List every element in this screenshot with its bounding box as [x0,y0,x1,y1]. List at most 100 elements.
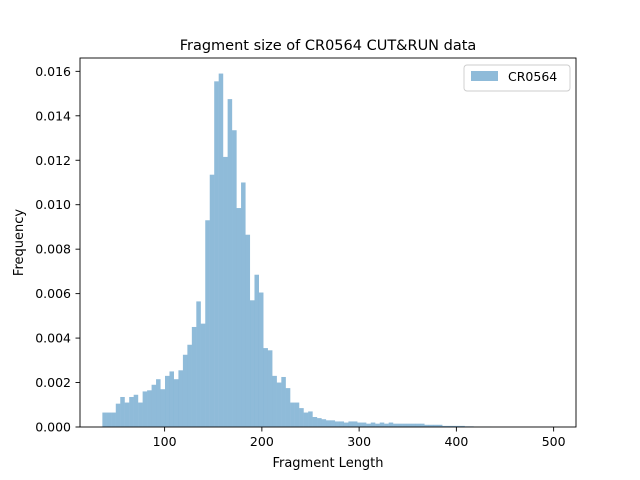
histogram-bar [375,423,380,427]
histogram-bar [312,417,318,427]
histogram-bar [420,423,425,427]
histogram-bar [379,422,385,427]
y-tick-label: 0.014 [35,108,71,123]
y-tick-label: 0.010 [35,197,71,212]
histogram-bar [151,384,157,427]
histogram-bar [156,379,161,427]
y-tick-label: 0.016 [35,64,71,79]
histogram-bar [330,420,336,427]
histogram-bar [191,326,197,427]
x-tick-label: 500 [542,434,566,449]
x-tick-label: 400 [444,434,468,449]
histogram-bar [285,388,291,427]
histogram-bar [460,425,465,427]
histogram-bar [437,424,443,427]
x-tick-label: 300 [347,434,371,449]
histogram-bar [343,422,349,427]
histogram-bar [142,391,148,427]
histogram-bar [433,424,438,427]
histogram-bar [393,423,398,427]
y-axis-ticks: 0.000 0.002 0.004 0.006 0.008 0.010 0.012 0.014… [35,64,80,435]
histogram-bar [254,274,259,427]
histogram-bar [321,419,327,427]
histogram-bar [424,424,429,427]
histogram-bar [236,208,242,427]
y-axis-label: Frequency [12,209,27,276]
histogram-bar [303,412,309,427]
histogram-bar [182,354,188,427]
histogram-bar [178,370,183,427]
y-tick-label: 0.008 [35,242,71,257]
histogram-bar [165,375,170,427]
histogram-bar [335,421,340,427]
histogram-bar [160,389,166,427]
histogram-bar [214,81,219,427]
x-axis-label: Fragment Length [272,456,383,471]
histogram-bar [115,403,121,427]
histogram-bar [205,220,210,427]
histogram-bar [352,421,358,427]
histogram-bar [357,422,362,427]
x-tick-label: 100 [153,434,177,449]
histogram-bar [245,234,251,427]
histogram-bar [308,411,313,427]
chart-title: Fragment size of CR0564 CUT&RUN data [180,38,477,54]
legend: CR0564 [463,64,571,92]
histogram-bar [129,396,134,427]
histogram-bar [384,423,389,427]
histogram-bar [370,422,376,427]
histogram-bar [348,421,353,427]
histogram-bar [446,425,452,427]
histogram-bar [455,425,461,427]
y-tick-label: 0.000 [35,420,71,435]
histogram-bar [267,350,273,427]
histogram-bar [227,99,233,428]
histogram-bar [147,390,152,427]
histogram-bar [402,423,407,427]
histogram-bar [106,412,112,427]
histogram-bar [250,300,255,427]
histogram-bar [281,376,286,427]
histogram-bar [397,423,403,427]
histogram-bar [173,379,179,427]
histogram-bar [102,412,107,427]
y-tick-label: 0.012 [35,153,71,168]
histogram-bar [120,396,125,427]
histogram-bar [276,382,282,427]
histogram-bar [290,402,295,427]
histogram-bar [263,348,268,427]
histogram-bar [272,375,277,427]
histogram-bar [388,422,394,427]
histogram-bar [294,402,300,427]
histogram-bar [200,323,206,427]
histogram-bar [258,292,264,427]
histogram-bar [124,402,130,427]
histogram-bar [299,408,304,427]
histogram-bar [138,402,143,427]
histogram-bar [196,301,201,427]
histogram-bar [111,412,116,427]
histogram-bar [326,420,331,427]
y-tick-label: 0.006 [35,286,71,301]
histogram-bar [241,182,246,427]
histogram-bar [361,422,367,427]
x-tick-label: 200 [250,434,274,449]
histogram-bar [187,344,192,427]
histogram-bar [133,394,139,427]
histogram-bar [218,73,224,427]
histogram-bar [209,174,215,427]
histogram-bar [232,130,237,428]
histogram-bar [415,423,421,427]
histogram-bar [223,156,228,428]
histogram-bar [339,421,344,427]
histogram-bar [366,423,371,427]
legend-label: CR0564 [508,69,557,84]
histogram-bars [102,73,555,428]
histogram-bar [442,425,447,427]
histogram-bar [169,371,174,427]
histogram-bar [406,423,412,427]
legend-swatch [471,71,498,81]
histogram-bar [317,418,322,427]
plot-frame [79,57,577,428]
